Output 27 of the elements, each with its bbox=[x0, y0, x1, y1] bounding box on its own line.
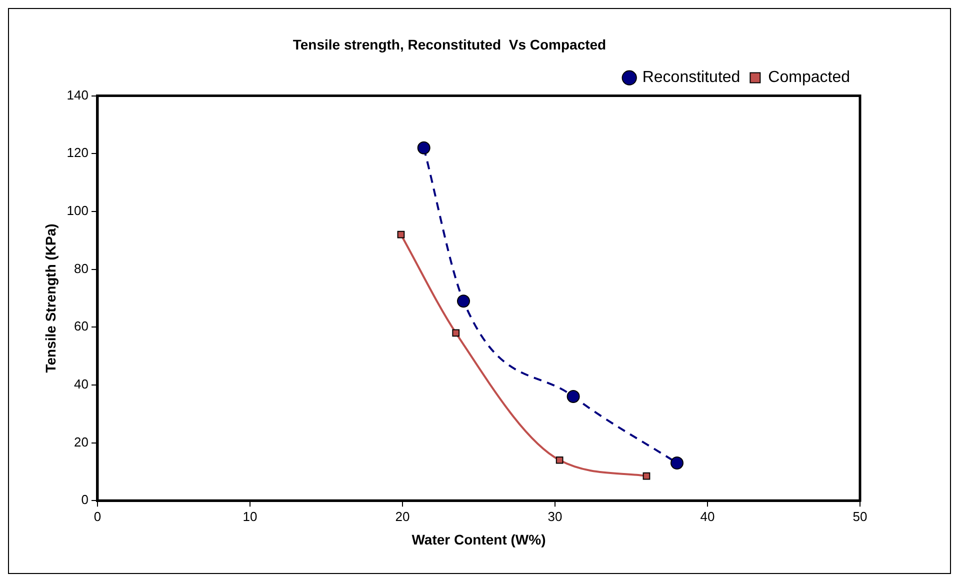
point bbox=[670, 456, 684, 470]
y-tick-label: 140 bbox=[66, 87, 88, 102]
point bbox=[642, 472, 650, 480]
y-tick-label: 120 bbox=[66, 145, 88, 160]
point bbox=[417, 141, 430, 154]
point bbox=[566, 390, 580, 404]
x-tick-label: 40 bbox=[700, 508, 715, 524]
point bbox=[456, 294, 470, 308]
point bbox=[556, 456, 564, 464]
y-tick-label: 0 bbox=[81, 492, 88, 508]
y-axis-title: Tensile Strength (KPa) bbox=[42, 224, 58, 373]
y-tick-label: 40 bbox=[74, 376, 88, 392]
y-tick-label: 20 bbox=[74, 434, 88, 450]
legend-label: Compacted bbox=[768, 69, 850, 86]
x-tick-label: 20 bbox=[395, 508, 410, 524]
x-tick-label: 10 bbox=[242, 508, 258, 524]
y-tick-label: 100 bbox=[66, 203, 88, 218]
y-tick-label: 60 bbox=[74, 318, 88, 334]
point bbox=[397, 230, 405, 238]
y-tick-label: 80 bbox=[74, 260, 88, 276]
x-axis-title: Water Content (W%) bbox=[412, 531, 546, 548]
x-tick-label: 30 bbox=[548, 508, 562, 524]
point bbox=[452, 329, 460, 337]
x-tick-label: 0 bbox=[94, 508, 102, 524]
legend-label: Reconstituted bbox=[642, 69, 740, 86]
chart-title: Tensile strength, Reconstituted Vs Compacted bbox=[292, 36, 606, 52]
x-tick-label: 50 bbox=[852, 508, 868, 524]
